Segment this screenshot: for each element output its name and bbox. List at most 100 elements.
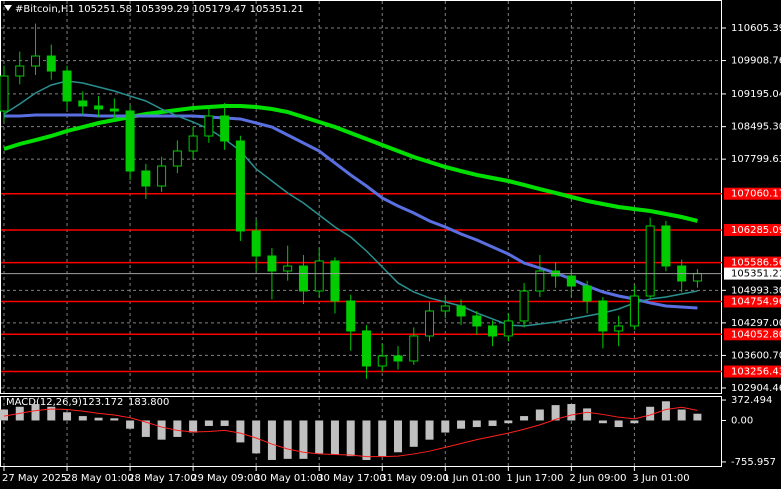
- candle-body: [78, 100, 88, 107]
- candle-body: [172, 150, 182, 167]
- y-tick-label: 107799.63: [731, 154, 781, 165]
- macd-bar: [677, 409, 686, 421]
- macd-bar: [94, 417, 103, 421]
- macd-bar: [283, 420, 292, 459]
- moving-average: [4, 113, 698, 310]
- macd-bar: [31, 404, 40, 421]
- level-label-box: [724, 187, 781, 200]
- x-tick-label: 28 May 17:00: [128, 473, 197, 484]
- y-tick-label: 103600.70: [731, 350, 781, 361]
- candle-body: [62, 70, 72, 102]
- candle-body: [582, 285, 592, 302]
- macd-bar: [47, 406, 56, 421]
- candle-body: [519, 290, 529, 322]
- candle-body: [330, 260, 340, 302]
- macd-bar: [204, 420, 213, 426]
- level-label-box: [724, 223, 781, 236]
- macd-bar: [457, 420, 466, 429]
- macd-bar: [189, 420, 198, 433]
- candle-body: [440, 305, 450, 312]
- candle-body: [15, 65, 25, 77]
- level-label-box: [724, 328, 781, 341]
- candle-body: [629, 295, 639, 327]
- macd-bar: [362, 420, 371, 460]
- macd-bar: [394, 420, 402, 453]
- level-label: 106285.09: [731, 225, 781, 236]
- macd-bar: [252, 420, 261, 454]
- x-tick-label: 30 May 01:00: [254, 473, 323, 484]
- macd-bar: [598, 420, 607, 424]
- level-label: 105586.56: [731, 258, 781, 269]
- macd-bar: [535, 409, 544, 421]
- candle-body: [535, 270, 545, 292]
- level-label-box: [724, 256, 781, 269]
- macd-bar: [614, 420, 623, 428]
- x-tick-label: 29 May 09:00: [191, 473, 260, 484]
- macd-bar: [504, 420, 513, 424]
- candle-body: [425, 310, 435, 337]
- candle-body: [251, 230, 261, 257]
- macd-bar: [646, 406, 655, 421]
- price-label: 105351.21: [731, 269, 781, 280]
- moving-average: [3, 80, 698, 327]
- macd-bar: [693, 413, 702, 421]
- y-tick-label: -755.957: [731, 457, 776, 468]
- price-label-box: [724, 267, 781, 280]
- x-tick-label: 2 Jun 09:00: [569, 473, 626, 484]
- y-tick-label: 104297.00: [731, 318, 781, 329]
- y-tick-label: 109195.04: [731, 89, 781, 100]
- candle-body: [235, 140, 245, 232]
- moving-average: [3, 103, 698, 223]
- candle-body: [645, 225, 655, 297]
- signal-line: [3, 406, 698, 458]
- level-label: 104052.80: [731, 329, 781, 340]
- macd-bar: [630, 420, 639, 424]
- macd-bar: [110, 418, 119, 421]
- candle-body: [46, 55, 56, 72]
- candle-body: [488, 325, 498, 337]
- macd-bar: [330, 420, 339, 455]
- x-tick-label: 31 May 09:00: [380, 473, 449, 484]
- candle-body: [314, 260, 324, 292]
- candle-body: [598, 300, 608, 332]
- candle-body: [141, 170, 151, 187]
- level-label: 103256.43: [731, 367, 781, 378]
- macd-bar: [425, 420, 434, 440]
- candle-body: [298, 265, 308, 292]
- macd-bar: [441, 420, 450, 433]
- macd-bar: [299, 420, 308, 459]
- macd-bar: [0, 409, 8, 421]
- main-frame: [0, 0, 722, 394]
- candle-body: [456, 305, 466, 317]
- x-tick-label: 3 Jun 01:00: [632, 473, 689, 484]
- macd-frame: [0, 396, 722, 467]
- menu-icon: [4, 5, 12, 11]
- x-tick-label: 1 Jun 01:00: [443, 473, 500, 484]
- candle-body: [614, 325, 624, 332]
- candle-body: [220, 115, 230, 142]
- candle-body: [94, 105, 104, 110]
- signal-value: 183.800: [128, 397, 169, 408]
- macd-bar: [346, 420, 355, 457]
- candle-body: [267, 255, 277, 272]
- macd-bar: [126, 420, 135, 429]
- level-label-box: [724, 365, 781, 378]
- macd-bar: [583, 408, 592, 421]
- macd-bar: [63, 412, 72, 421]
- candle-body: [472, 315, 482, 327]
- macd-bar: [488, 420, 497, 426]
- candle-body: [109, 108, 119, 112]
- macd-bar: [661, 401, 670, 421]
- y-tick-label: 104993.30: [731, 285, 781, 296]
- macd-bar: [141, 420, 150, 437]
- y-tick-label: 0.00: [731, 415, 753, 426]
- macd-bar: [267, 420, 276, 460]
- macd-bar: [472, 420, 481, 428]
- candle-body: [692, 273, 702, 282]
- macd-bar: [315, 420, 324, 454]
- macd-bar: [78, 416, 87, 421]
- candle-body: [283, 265, 293, 272]
- macd-bar: [567, 404, 576, 421]
- candle-body: [661, 225, 671, 267]
- candle-body: [31, 55, 41, 67]
